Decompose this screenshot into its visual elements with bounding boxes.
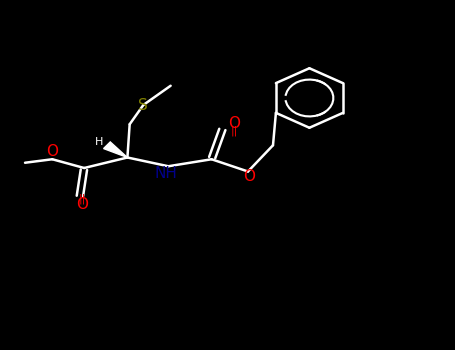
Text: O: O <box>76 197 88 212</box>
Text: ||: || <box>231 125 238 136</box>
Text: O: O <box>243 169 255 184</box>
Text: O: O <box>46 144 58 159</box>
Text: H: H <box>95 137 103 147</box>
Text: NH: NH <box>155 167 177 181</box>
Text: ||: || <box>78 193 86 204</box>
Polygon shape <box>104 142 127 158</box>
Text: O: O <box>228 116 240 131</box>
Text: S: S <box>138 98 148 112</box>
